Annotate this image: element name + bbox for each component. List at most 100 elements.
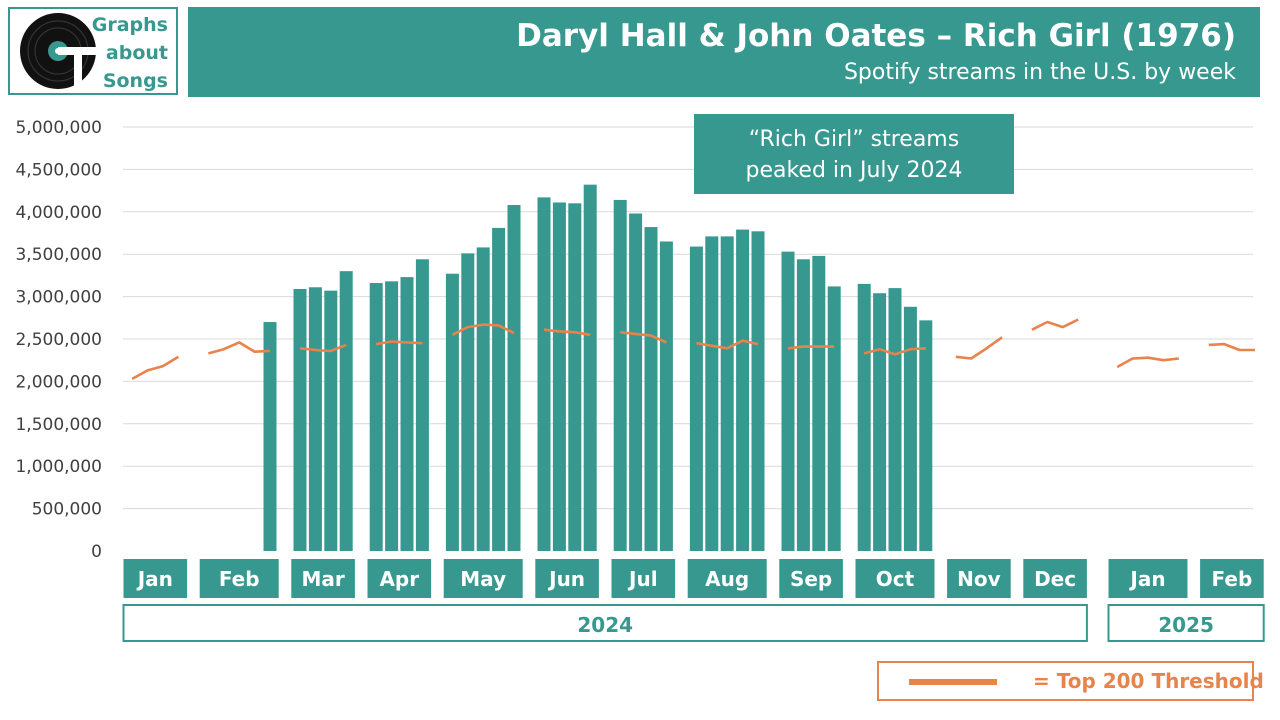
month-label: Feb [219, 567, 260, 591]
stream-bar [385, 281, 399, 551]
stream-bar [568, 203, 582, 551]
stream-bar [308, 287, 322, 551]
month-box [779, 559, 843, 598]
threshold-line [955, 336, 1003, 360]
stream-bar [339, 271, 353, 551]
threshold-line [208, 341, 271, 355]
y-tick-label: 3,500,000 [15, 245, 102, 265]
y-tick-label: 1,500,000 [15, 415, 102, 435]
stream-bar [476, 247, 490, 551]
year-label: 2025 [1158, 613, 1214, 637]
threshold-line [131, 355, 180, 381]
month-label: Oct [876, 567, 915, 591]
legend: = Top 200 Threshold [877, 661, 1264, 701]
logo-line: Graphs [91, 14, 168, 36]
threshold-line [451, 323, 515, 336]
stream-bar [857, 283, 871, 551]
y-tick-label: 2,000,000 [15, 372, 102, 392]
month-label: Nov [957, 567, 1001, 591]
month-box [1200, 559, 1264, 598]
callout-line: “Rich Girl” streams [748, 127, 960, 152]
month-box [123, 559, 188, 598]
legend-label: = Top 200 Threshold [1033, 669, 1264, 693]
stream-bar [736, 229, 750, 551]
stream-bar [369, 283, 383, 551]
stream-bar [324, 290, 338, 551]
month-label: Dec [1034, 567, 1076, 591]
stream-bar [537, 197, 551, 551]
y-tick-label: 0 [91, 542, 102, 562]
month-box [291, 559, 355, 598]
month-label: May [460, 567, 506, 591]
stream-bar [583, 184, 597, 551]
vinyl-record-icon [20, 13, 108, 93]
header-banner: Daryl Hall & John Oates – Rich Girl (197… [188, 7, 1260, 97]
stream-bar [796, 259, 810, 551]
threshold-line [696, 339, 759, 350]
stream-bar [400, 277, 414, 551]
chart-subtitle: Spotify streams in the U.S. by week [843, 60, 1236, 85]
month-label: Jan [1128, 567, 1165, 591]
year-label: 2024 [577, 613, 633, 637]
y-tick-label: 1,000,000 [15, 457, 102, 477]
stream-bar [903, 306, 917, 551]
threshold-line [863, 347, 926, 356]
stream-bar [293, 288, 307, 551]
month-label: Feb [1212, 567, 1253, 591]
stream-bar [827, 286, 841, 551]
stream-bar [613, 199, 627, 552]
month-label: Apr [379, 567, 419, 591]
y-tick-label: 4,500,000 [15, 160, 102, 180]
threshold-line [1208, 342, 1255, 352]
logo-box: Graphs about Songs [8, 7, 178, 95]
threshold-line [1031, 318, 1079, 331]
y-tick-label: 500,000 [32, 500, 102, 520]
month-box [1108, 559, 1188, 598]
month-box [443, 559, 523, 598]
y-tick-label: 2,500,000 [15, 330, 102, 350]
stream-bar [629, 213, 643, 551]
peak-callout: “Rich Girl” streams peaked in July 2024 [694, 114, 1014, 194]
month-box [367, 559, 432, 598]
stream-bar [781, 251, 795, 551]
stream-bar [873, 293, 887, 551]
threshold-line [1116, 356, 1179, 369]
stream-bar [644, 227, 658, 551]
stream-bar [812, 255, 826, 551]
stream-bar [415, 259, 429, 551]
logo-line: about [105, 42, 168, 64]
threshold-line [543, 328, 591, 337]
logo-text: Graphs about Songs [92, 11, 168, 95]
year-box [1107, 604, 1265, 642]
y-tick-label: 3,000,000 [15, 288, 102, 308]
chart-title: Daryl Hall & John Oates – Rich Girl (197… [516, 18, 1236, 54]
month-box [611, 559, 676, 598]
logo-line: Songs [102, 70, 168, 92]
month-label: Jul [627, 567, 658, 591]
stream-bar [552, 202, 566, 552]
stream-bar [720, 236, 734, 551]
legend-threshold-swatch [909, 679, 997, 685]
stream-bar [689, 246, 703, 551]
month-label: Aug [705, 567, 749, 591]
threshold-line [299, 343, 347, 353]
month-box [199, 559, 279, 598]
stream-bar [705, 236, 719, 551]
threshold-line [787, 345, 835, 350]
stream-bar [751, 231, 765, 551]
year-box [122, 604, 1088, 642]
y-tick-label: 4,000,000 [15, 203, 102, 223]
month-label: Jun [547, 567, 585, 591]
month-box [687, 559, 767, 598]
threshold-line [620, 330, 667, 344]
month-box [947, 559, 1011, 598]
month-box [1023, 559, 1087, 598]
threshold-line [375, 340, 423, 346]
stream-bar [919, 320, 933, 551]
stream-bar [263, 322, 277, 551]
month-label: Mar [301, 567, 344, 591]
month-label: Sep [790, 567, 832, 591]
stream-bar [659, 241, 673, 552]
stream-bar [492, 227, 506, 552]
